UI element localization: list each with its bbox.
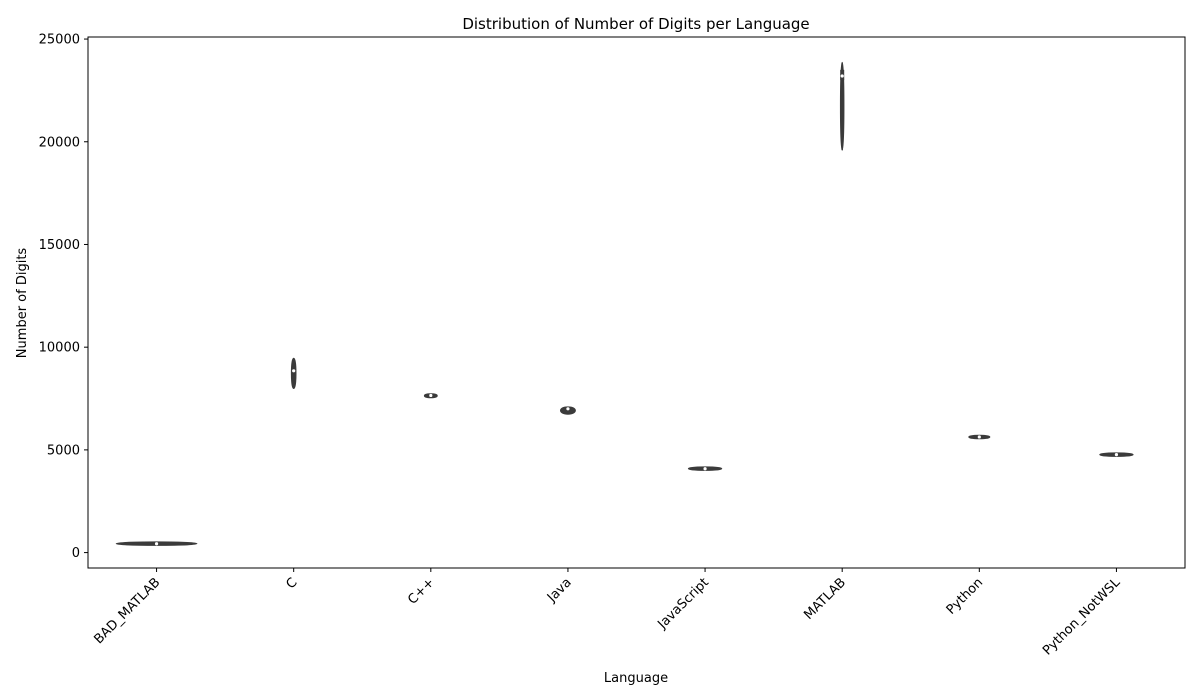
violin-javascript — [687, 466, 723, 471]
y-tick-label: 10000 — [39, 341, 80, 356]
x-tick-label: C++ — [405, 575, 437, 607]
violin-python — [968, 434, 991, 440]
x-tick-label: MATLAB — [801, 575, 849, 623]
y-tick-label: 20000 — [39, 135, 80, 150]
violin-median — [840, 74, 844, 78]
x-tick-label: Python_NotWSL — [1040, 575, 1124, 659]
violin-median — [1114, 453, 1119, 457]
violin-python-notwsl — [1099, 452, 1134, 457]
violin-c- — [423, 393, 438, 399]
violin-median — [154, 542, 159, 546]
axes-frame — [87, 36, 1186, 569]
violin-matlab — [839, 61, 845, 151]
violin-median — [429, 393, 433, 398]
x-tick-label: Java — [544, 575, 575, 606]
y-tick-label: 5000 — [47, 443, 80, 458]
x-axis-label: Language — [604, 671, 668, 686]
x-tick-label: JavaScript — [654, 575, 711, 632]
y-tick-label: 15000 — [39, 238, 80, 253]
y-tick-label: 25000 — [39, 33, 80, 48]
plot-area — [116, 61, 1134, 546]
y-axis-label: Number of Digits — [15, 248, 30, 359]
violin-java — [559, 406, 576, 415]
violin-median — [703, 467, 707, 471]
x-axis: BAD_MATLAB C C++ Java JavaScript MATLAB Python… — [91, 568, 1124, 659]
x-tick-label: BAD_MATLAB — [91, 575, 163, 647]
y-axis: 0 5000 10000 15000 20000 25000 — [39, 33, 88, 561]
x-tick-label: Python — [944, 575, 986, 617]
violin-c — [290, 357, 297, 390]
y-tick-label: 0 — [72, 546, 80, 561]
violin-median — [566, 407, 570, 411]
chart-title: Distribution of Number of Digits per Lan… — [462, 15, 809, 33]
x-tick-label: C — [283, 575, 300, 592]
violin-median — [292, 369, 296, 373]
violin-median — [977, 435, 981, 439]
violin-bad-matlab — [116, 541, 198, 546]
